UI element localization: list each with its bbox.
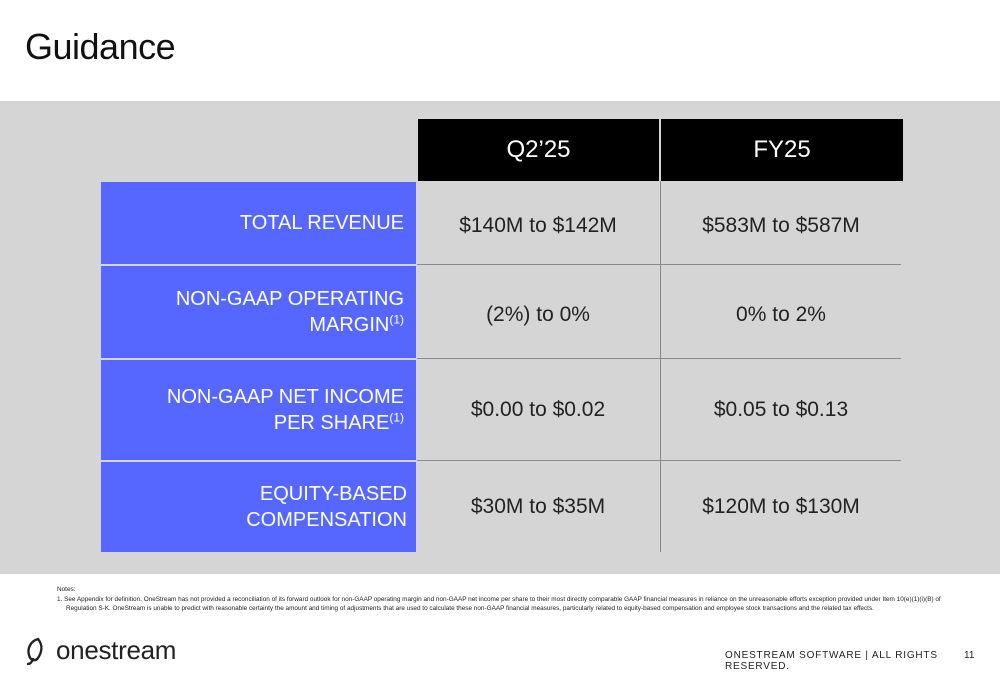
column-header-fy25: FY25 — [661, 119, 903, 181]
page-title: Guidance — [25, 26, 176, 67]
table-cell: $30M to $35M — [470, 495, 606, 518]
row-label-non-gaap-net-income-per-share: NON-GAAP NET INCOME PER SHARE(1) — [101, 360, 416, 460]
row-label-total-revenue: TOTAL REVENUE — [101, 182, 416, 264]
row-label-text: NON-GAAP NET INCOME — [166, 386, 404, 408]
row-label-text: MARGIN — [309, 314, 390, 336]
logo-text: onestream — [56, 635, 177, 665]
column-divider — [660, 181, 661, 552]
footnote-marker: (1) — [389, 410, 404, 425]
table-cell: $583M to $587M — [702, 214, 860, 237]
row-label-equity-based-compensation: EQUITY-BASED COMPENSATION — [101, 462, 416, 552]
column-header-q2: Q2’25 — [418, 119, 659, 181]
notes-heading: Notes: — [57, 586, 76, 593]
row-label-text: EQUITY-BASED COMPENSATION — [246, 483, 407, 531]
row-divider — [417, 264, 901, 265]
row-divider — [417, 460, 901, 461]
onestream-logo-icon — [26, 637, 43, 665]
table-cell: $0.00 to $0.02 — [470, 398, 606, 421]
table-cell: 0% to 2% — [736, 303, 826, 326]
row-label-text: NON-GAAP OPERATING — [175, 288, 404, 310]
table-cell: $120M to $130M — [702, 495, 860, 518]
footnotes: Notes: 1. See Appendix for definition. O… — [57, 585, 957, 614]
note-item: 1. See Appendix for definition. OneStrea… — [57, 595, 941, 613]
table-cell: $0.05 to $0.13 — [713, 398, 849, 421]
row-label-non-gaap-operating-margin: NON-GAAP OPERATING MARGIN(1) — [101, 266, 416, 358]
copyright-text: ONESTREAM SOFTWARE | ALL RIGHTS RESERVED… — [725, 650, 938, 672]
page-number: 11 — [964, 650, 975, 661]
row-label-text: PER SHARE — [273, 412, 390, 434]
table-cell: (2%) to 0% — [486, 303, 590, 326]
row-label-text: TOTAL REVENUE — [239, 212, 404, 234]
table-cell: $140M to $142M — [459, 214, 617, 237]
row-divider — [417, 358, 901, 359]
onestream-logo: onestream — [24, 635, 176, 666]
footnote-marker: (1) — [389, 312, 404, 327]
